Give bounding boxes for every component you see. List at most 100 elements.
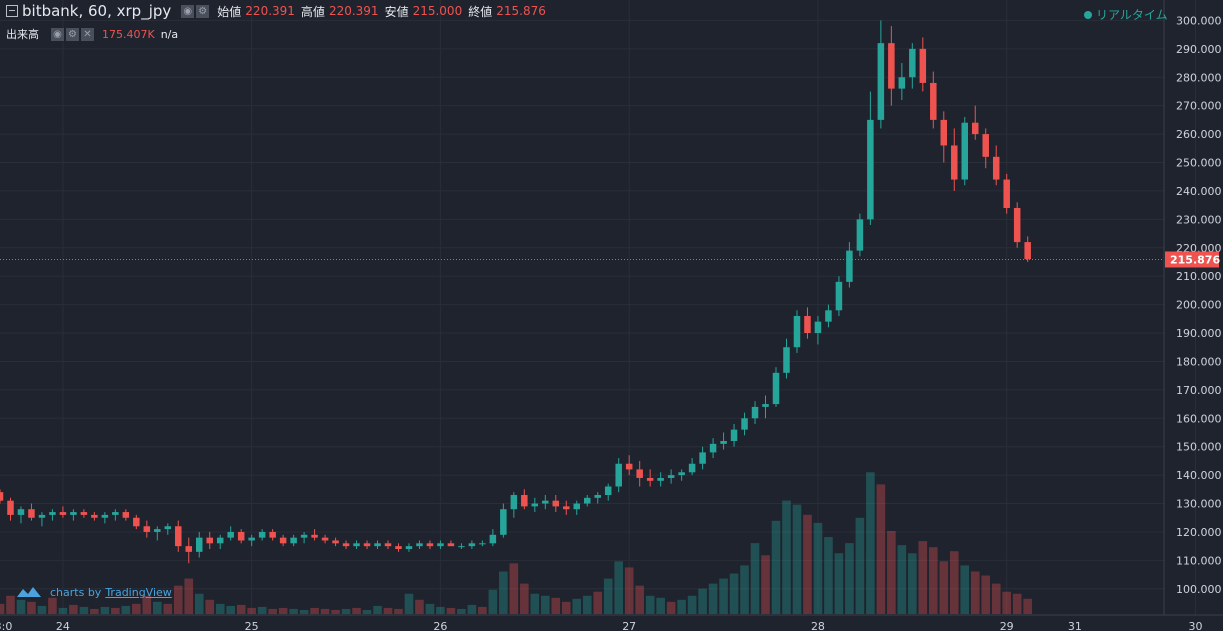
candle-body <box>888 43 895 89</box>
candle-body <box>206 537 213 544</box>
candle-body <box>825 310 832 322</box>
candle-body <box>751 406 759 419</box>
candle-body <box>678 472 685 476</box>
candle-body <box>951 145 958 180</box>
volume-bar <box>37 605 47 614</box>
volume-bar <box>991 583 1001 614</box>
price-tick-label: 140.000 <box>1176 469 1222 482</box>
price-tick-label: 230.000 <box>1176 213 1222 226</box>
volume-bar <box>6 595 15 614</box>
candle-body <box>563 506 570 510</box>
time-tick-label: 13:0 <box>0 620 12 631</box>
volume-bar <box>173 585 183 614</box>
volume-bar <box>792 504 802 614</box>
volume-bar <box>373 605 382 614</box>
watermark-by: charts by <box>50 585 102 599</box>
symbol-title: bitbank, 60, xrp_jpy <box>22 2 172 20</box>
price-tick-label: 150.000 <box>1176 441 1222 454</box>
price-tick-label: 170.000 <box>1176 384 1222 397</box>
volume-bar <box>740 565 749 614</box>
volume-bar <box>58 607 68 614</box>
volume-bar <box>111 607 120 614</box>
volume-bar <box>457 608 466 614</box>
candle-body <box>971 122 979 135</box>
time-tick-label: 24 <box>56 620 70 631</box>
candle-body <box>930 82 937 120</box>
candle-body <box>447 543 455 547</box>
last-price-badge <box>1165 251 1219 268</box>
volume-bar <box>215 603 225 614</box>
candle-body <box>521 495 528 507</box>
volume-bar <box>635 585 644 614</box>
low-label: 安値 <box>384 4 409 19</box>
candle-body <box>248 537 255 541</box>
volume-bar <box>488 589 498 614</box>
candle-body <box>657 477 664 481</box>
volume-bar <box>268 608 277 614</box>
volume-bar <box>415 599 424 614</box>
candle-body <box>909 48 916 78</box>
volume-bar <box>970 571 980 614</box>
realtime-indicator: リアルタイム <box>1084 6 1168 23</box>
candle-body <box>688 463 696 473</box>
candle-body <box>646 477 654 481</box>
volume-bar <box>247 607 256 614</box>
volume-bar <box>467 604 477 614</box>
tradingview-link[interactable]: TradingView <box>105 585 172 599</box>
volume-bar <box>520 583 529 614</box>
volume-bar <box>593 591 603 614</box>
candle-body <box>615 463 622 487</box>
candle-body <box>101 514 109 518</box>
realtime-dot-icon <box>1084 10 1092 19</box>
volume-bar <box>1012 593 1022 614</box>
settings-icon[interactable]: ⚙ <box>66 27 79 41</box>
candle-body <box>898 77 906 89</box>
eye-icon[interactable]: ◉ <box>181 4 195 18</box>
volume-bar <box>845 543 854 614</box>
candle-body <box>300 534 308 538</box>
volume-bar <box>331 609 340 614</box>
candle-body <box>741 418 748 430</box>
volume-bar <box>866 472 875 614</box>
candle-body <box>290 537 297 544</box>
candle-body <box>363 543 371 547</box>
volume-bar <box>939 561 949 614</box>
candle-body <box>395 546 402 550</box>
price-tick-label: 260.000 <box>1176 128 1222 141</box>
settings-icon[interactable]: ⚙ <box>196 4 210 18</box>
volume-bar <box>677 599 686 614</box>
candle-body <box>730 429 738 442</box>
candle-body <box>846 250 853 282</box>
candle-body <box>416 543 423 547</box>
candle-body <box>772 372 780 405</box>
eye-icon[interactable]: ◉ <box>51 27 64 41</box>
candle-body <box>0 492 4 501</box>
candle-body <box>185 546 193 552</box>
candle-body <box>258 531 266 538</box>
candle-body <box>919 48 927 83</box>
collapse-toggle-icon[interactable] <box>6 5 18 17</box>
close-icon[interactable]: ✕ <box>81 27 94 41</box>
candle-body <box>164 526 172 530</box>
volume-bar <box>719 578 728 614</box>
candle-body <box>122 512 130 518</box>
candle-body <box>279 537 287 544</box>
candle-body <box>405 546 413 550</box>
candle-body <box>143 526 151 532</box>
candle-body <box>321 537 329 541</box>
candle-body <box>426 543 434 547</box>
volume-bar <box>257 606 267 614</box>
volume-bar <box>949 551 959 614</box>
volume-bar <box>572 598 582 614</box>
last-price-label: 215.876 <box>1170 253 1220 266</box>
volume-bar <box>289 608 298 614</box>
volume-bar <box>121 605 131 614</box>
volume-bar <box>761 555 770 614</box>
candle-body <box>583 497 591 504</box>
volume-bar <box>687 595 697 614</box>
volume-bar <box>666 601 676 614</box>
candle-body <box>332 540 339 544</box>
time-tick-label: 28 <box>811 620 825 631</box>
time-tick-label: 27 <box>622 620 636 631</box>
